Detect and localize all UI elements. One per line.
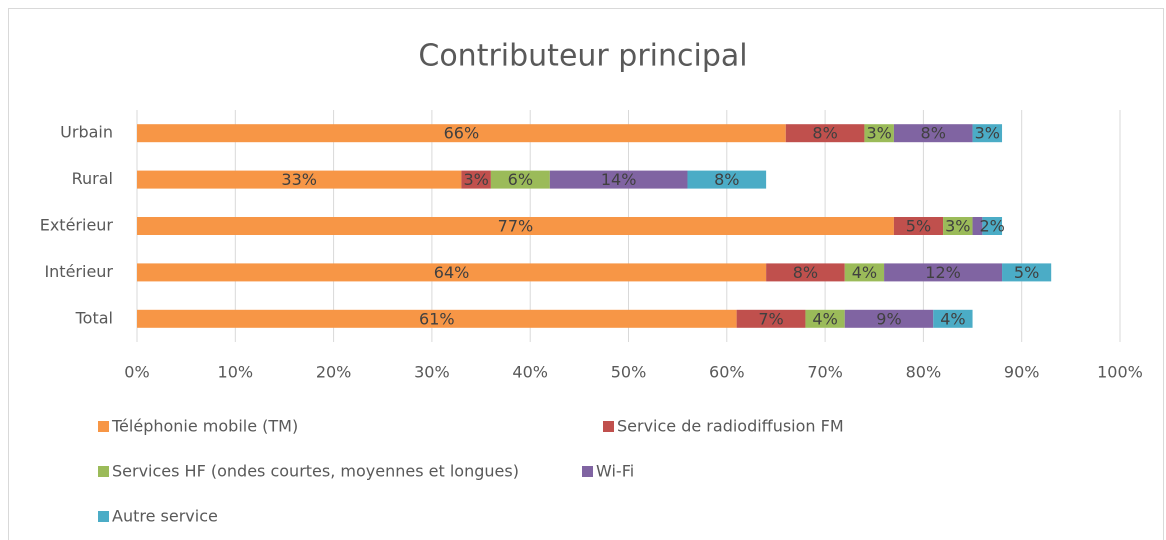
bar-segment [137, 263, 767, 282]
bar-segment [137, 309, 737, 328]
x-tick-label: 100% [1097, 363, 1143, 382]
data-label: 5% [1014, 263, 1039, 282]
bar-segment [893, 124, 973, 143]
data-label: 8% [921, 124, 946, 143]
y-tick-label: Extérieur [40, 216, 114, 235]
legend-swatch [98, 511, 109, 522]
data-label: 66% [444, 124, 480, 143]
y-tick-label: Intérieur [44, 262, 113, 281]
x-tick-label: 80% [906, 363, 942, 382]
bar-segment [137, 170, 462, 189]
bar-segment [687, 170, 767, 189]
legend-label: Téléphonie mobile (TM) [111, 417, 298, 436]
data-label: 5% [906, 217, 931, 236]
data-label: 77% [498, 217, 534, 236]
legend-swatch [582, 466, 593, 477]
bar-segment [766, 263, 845, 282]
data-label: 6% [508, 170, 533, 189]
bar-segment [461, 170, 491, 189]
bar-segment [785, 124, 865, 143]
x-tick-label: 40% [512, 363, 548, 382]
bar-segment [844, 263, 885, 282]
legend-label: Service de radiodiffusion FM [617, 417, 844, 436]
bar-segment [933, 309, 973, 328]
bar-segment [982, 217, 1003, 235]
bar-segment [490, 170, 550, 189]
bar-segment [893, 217, 944, 235]
bar-segment [972, 217, 983, 235]
data-label: 12% [925, 263, 961, 282]
y-tick-label: Rural [72, 169, 113, 188]
x-tick-label: 0% [124, 363, 149, 382]
x-tick-label: 90% [1004, 363, 1040, 382]
bar-segment [137, 217, 894, 235]
data-label: 2% [980, 217, 1005, 236]
x-tick-label: 70% [807, 363, 843, 382]
bar-segment [972, 124, 1003, 143]
y-tick-label: Total [75, 308, 113, 327]
legend-label: Autre service [112, 507, 218, 526]
x-tick-label: 60% [709, 363, 745, 382]
data-label: 3% [945, 217, 970, 236]
data-label: 3% [975, 124, 1000, 143]
data-label: 64% [434, 263, 470, 282]
data-label: 3% [463, 170, 488, 189]
data-label: 14% [601, 170, 637, 189]
legend-label: Wi-Fi [596, 462, 634, 481]
bar-segment [137, 124, 786, 143]
x-tick-label: 50% [611, 363, 647, 382]
data-label: 4% [852, 263, 877, 282]
legend-swatch [603, 421, 614, 432]
bar-segment [805, 309, 845, 328]
data-label: 4% [940, 309, 965, 328]
data-label: 9% [876, 309, 901, 328]
legend-swatch [98, 421, 109, 432]
bar-segment [943, 217, 973, 235]
bar-segment [1002, 263, 1052, 282]
legend-swatch [98, 466, 109, 477]
data-label: 8% [714, 170, 739, 189]
data-label: 33% [281, 170, 317, 189]
bar-segment [844, 309, 934, 328]
chart-title: Contributeur principal [418, 39, 747, 74]
legend-label: Services HF (ondes courtes, moyennes et … [112, 462, 519, 481]
data-label: 3% [866, 124, 891, 143]
x-tick-label: 10% [218, 363, 254, 382]
y-tick-label: Urbain [60, 123, 113, 142]
x-tick-label: 20% [316, 363, 352, 382]
bar-segment [864, 124, 894, 143]
bar-segment [549, 170, 688, 189]
data-label: 8% [793, 263, 818, 282]
bar-segment [884, 263, 1003, 282]
data-label: 4% [812, 309, 837, 328]
x-tick-label: 30% [414, 363, 450, 382]
data-label: 61% [419, 309, 455, 328]
data-label: 7% [758, 309, 783, 328]
data-label: 8% [812, 124, 837, 143]
bar-segment [736, 309, 806, 328]
